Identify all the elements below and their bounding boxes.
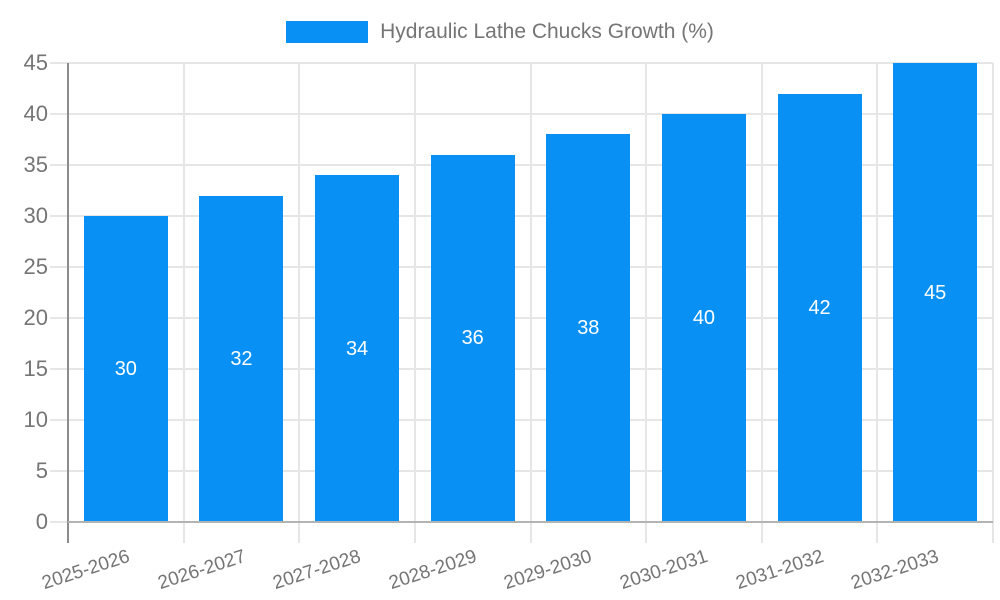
bar-value-label: 45 — [924, 281, 947, 304]
bar[interactable] — [199, 195, 284, 522]
bar-value-label: 40 — [692, 307, 716, 329]
x-tick-label: 2025-2026 — [39, 546, 133, 595]
bar-value-label: 42 — [808, 296, 831, 319]
x-gridline — [298, 63, 301, 543]
x-tick-label: 2027-2028 — [270, 546, 364, 595]
y-gridline — [50, 368, 993, 370]
x-tick-label: 2028-2029 — [386, 546, 480, 595]
bar-value-label: 36 — [461, 327, 484, 350]
x-gridline — [182, 63, 185, 543]
bar[interactable] — [777, 93, 862, 522]
x-tick-label: 2032-2033 — [848, 546, 942, 595]
y-gridline — [50, 317, 993, 319]
bar-value-label: 30 — [114, 358, 137, 380]
y-gridline — [50, 113, 993, 115]
y-tick-label: 30 — [23, 203, 48, 228]
y-gridline — [50, 164, 993, 166]
x-gridline — [992, 63, 994, 543]
x-gridline — [413, 63, 416, 543]
bar[interactable] — [430, 154, 515, 522]
bar[interactable] — [546, 134, 631, 522]
y-tick-label: 10 — [23, 407, 48, 432]
bar-value-label: 38 — [577, 317, 600, 340]
x-gridline — [876, 63, 879, 543]
legend-swatch — [286, 20, 369, 43]
x-gridline — [645, 63, 648, 543]
y-tick-label: 35 — [23, 152, 48, 177]
x-tick-label: 2031-2032 — [733, 546, 827, 595]
bar-value-label: 34 — [345, 337, 369, 360]
y-tick-label: 40 — [23, 101, 48, 126]
x-axis-line — [68, 521, 993, 523]
y-gridline — [50, 215, 993, 217]
bar[interactable] — [661, 114, 746, 522]
chart-legend[interactable]: Hydraulic Lathe Chucks Growth (%) — [0, 20, 1000, 43]
y-tick-label: 45 — [23, 50, 48, 75]
y-tick-label: 5 — [35, 458, 48, 483]
x-tick-label: 2026-2027 — [155, 546, 248, 595]
y-tick-label: 20 — [23, 305, 48, 330]
y-gridline — [50, 62, 993, 64]
x-tick-label: 2030-2031 — [617, 546, 711, 595]
y-axis-line — [67, 63, 69, 543]
bar[interactable] — [893, 63, 978, 522]
x-gridline — [529, 63, 532, 543]
y-tick-label: 25 — [23, 254, 48, 279]
x-gridline — [760, 63, 763, 543]
bar[interactable] — [315, 175, 400, 522]
y-gridline — [50, 419, 993, 421]
bar[interactable] — [83, 216, 168, 522]
bar-value-label: 32 — [230, 347, 253, 370]
x-tick-label: 2029-2030 — [501, 546, 595, 595]
y-tick-label: 15 — [23, 356, 48, 381]
y-gridline — [50, 266, 993, 268]
y-tick-label: 0 — [35, 509, 48, 534]
legend-label: Hydraulic Lathe Chucks Growth (%) — [380, 20, 714, 43]
y-gridline — [50, 470, 993, 472]
